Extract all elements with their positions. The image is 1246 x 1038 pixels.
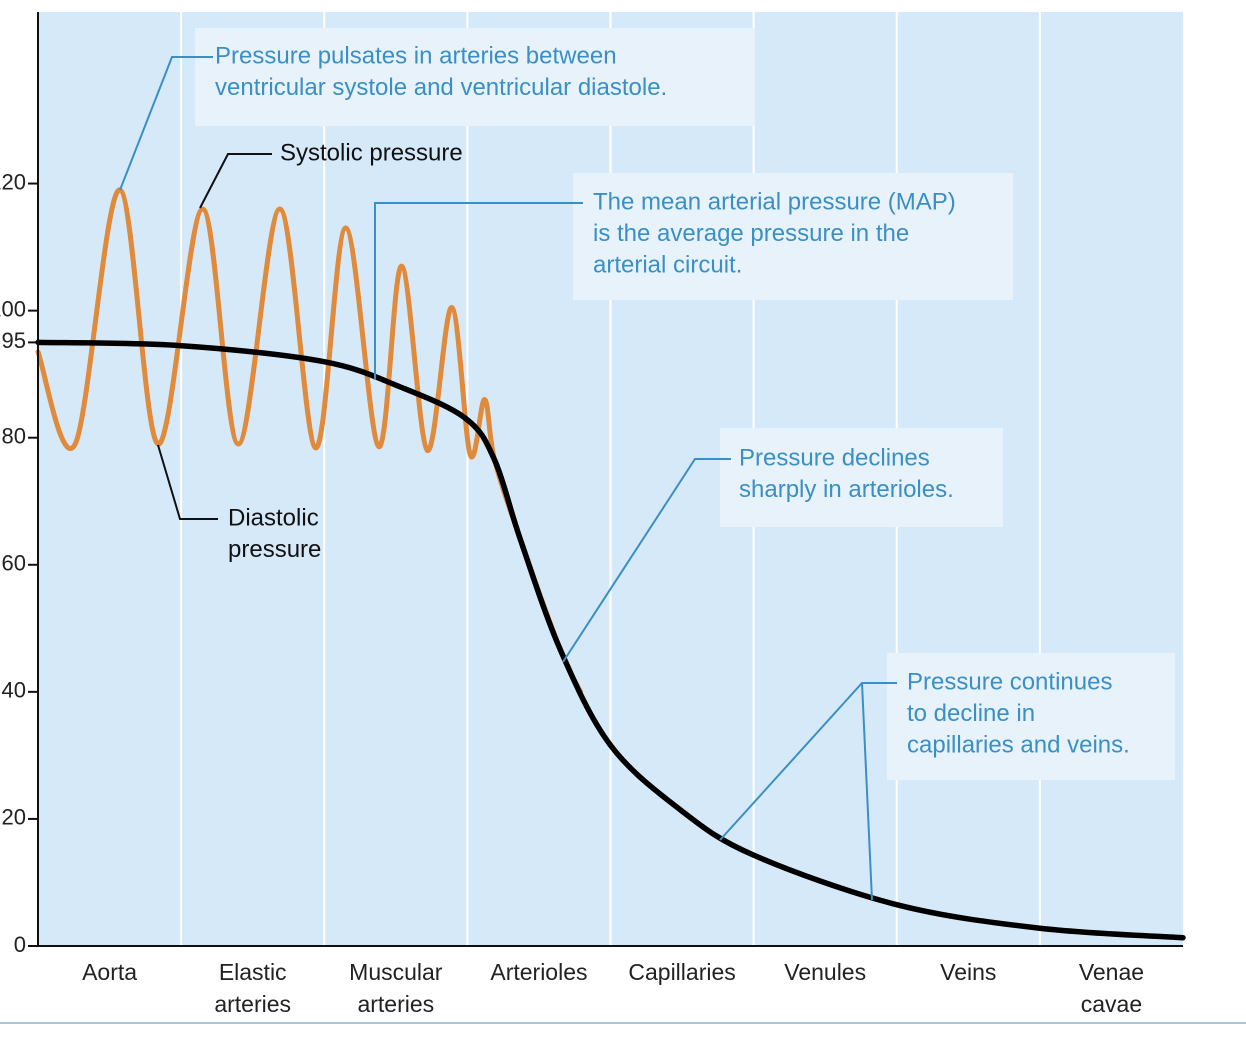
- y-tick-label: 20: [2, 805, 26, 830]
- leader-line: [119, 56, 213, 191]
- y-tick-label: 40: [2, 678, 26, 703]
- x-tick-label: Muscular arteries: [349, 959, 443, 1017]
- y-tick-label: 120: [0, 169, 26, 194]
- leader-line: [199, 153, 272, 209]
- annotations: Pressure pulsates in arteries between ven…: [215, 42, 1130, 758]
- x-tick-label: Aorta: [82, 959, 138, 985]
- annotation: sharply in arterioles.: [739, 476, 954, 503]
- annotation: is the average pressure in the: [593, 220, 909, 247]
- annotation: Pressure continues: [907, 668, 1112, 695]
- annotation: Systolic pressure: [280, 139, 463, 166]
- annotation: pressure: [228, 536, 321, 563]
- leader-line: [374, 202, 583, 380]
- annotation-box: [887, 653, 1175, 780]
- y-tick-label: 95: [2, 328, 26, 353]
- leaders: [119, 56, 897, 901]
- annotation-boxes: [195, 28, 1175, 780]
- x-tick-label: Arterioles: [490, 959, 588, 985]
- series-line: [35, 339, 1186, 941]
- y-tick-label: 100: [0, 296, 26, 321]
- annotation-box: [573, 173, 1013, 300]
- annotation: arterial circuit.: [593, 251, 742, 278]
- x-tick-label: Capillaries: [628, 959, 736, 985]
- leader-line: [562, 458, 731, 663]
- annotation-box: [720, 428, 1003, 527]
- annotation: Pressure declines: [739, 444, 930, 471]
- leader-line: [861, 682, 873, 901]
- annotation: ventricular systole and ventricular dias…: [215, 74, 667, 101]
- y-tick-label: 60: [2, 551, 26, 576]
- annotation-box: [195, 28, 755, 126]
- annotation: Pressure pulsates in arteries between: [215, 42, 617, 69]
- annotation: The mean arterial pressure (MAP): [593, 188, 956, 215]
- x-tick-label: Venules: [784, 959, 867, 985]
- annotation: Diastolic: [228, 504, 319, 531]
- series-line: [35, 187, 583, 695]
- y-tick-label: 80: [2, 424, 26, 449]
- annotation: to decline in: [907, 700, 1035, 727]
- x-tick-label: Elastic arteries: [214, 959, 292, 1017]
- y-tick-label: 0: [14, 932, 26, 957]
- annotation: capillaries and veins.: [907, 731, 1130, 758]
- x-tick-label: Venae cavae: [1078, 959, 1145, 1017]
- curves: [35, 187, 1186, 941]
- x-tick-label: Veins: [940, 959, 997, 985]
- leader-line: [157, 444, 218, 520]
